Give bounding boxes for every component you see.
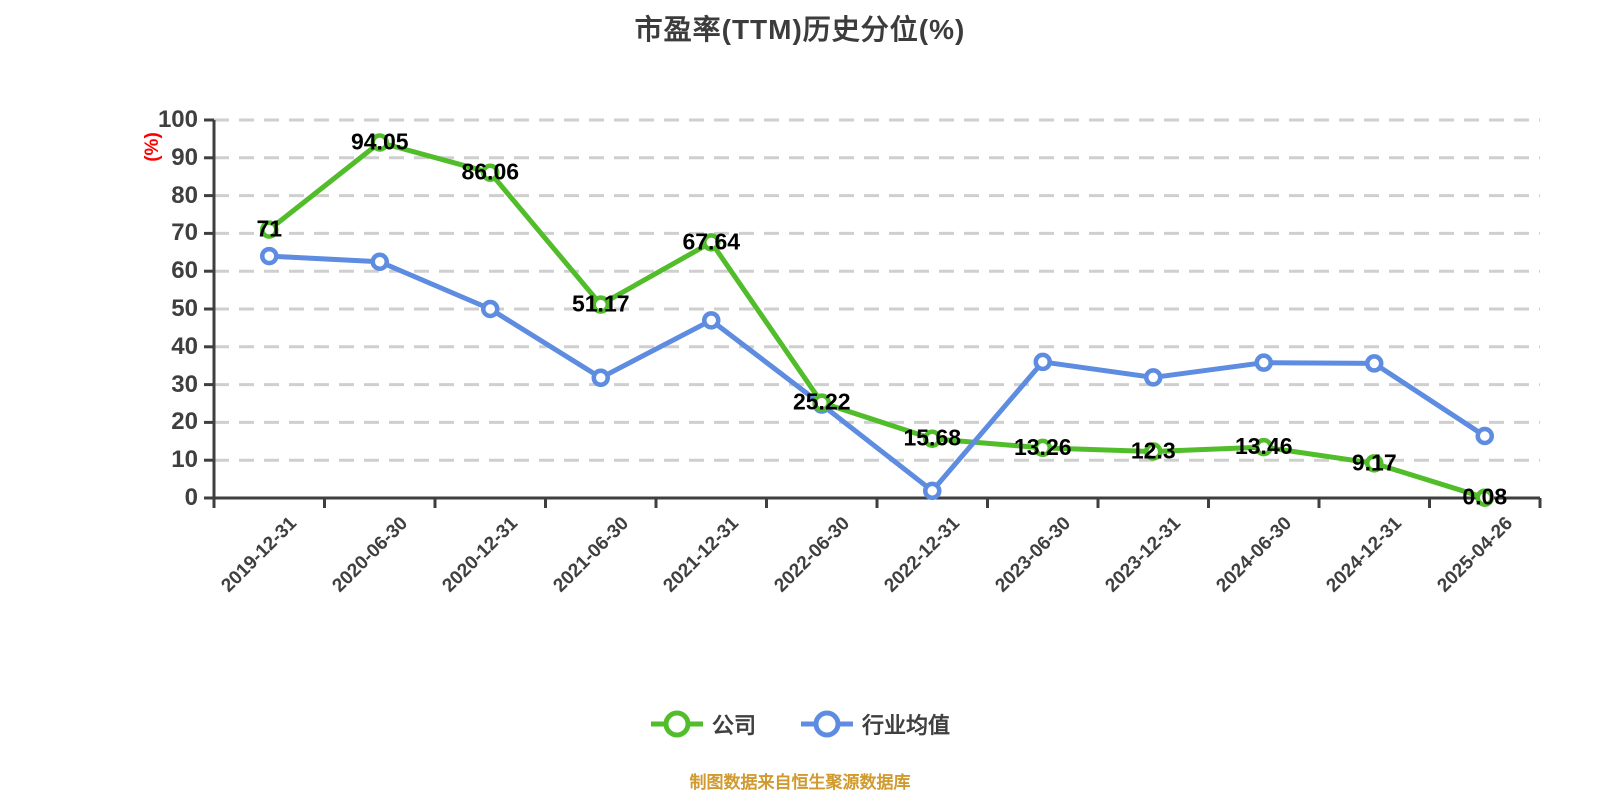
- data-point-公司[interactable]: [923, 429, 942, 448]
- legend-label: 公司: [711, 713, 756, 738]
- data-point-label: 15.68: [903, 425, 961, 451]
- legend-marker-icon: [801, 710, 853, 738]
- data-point-label: 86.06: [461, 159, 519, 185]
- data-point-行业均值[interactable]: [923, 481, 942, 501]
- data-point-行业均值[interactable]: [370, 252, 389, 271]
- data-point-行业均值[interactable]: [702, 311, 721, 330]
- data-point-label: 71: [256, 216, 282, 242]
- data-point-公司[interactable]: [702, 233, 721, 252]
- y-tick-label: 50: [171, 295, 198, 322]
- data-point-行业均值[interactable]: [1254, 353, 1273, 372]
- data-point-行业均值[interactable]: [1144, 368, 1163, 387]
- y-tick-label: 80: [171, 181, 198, 209]
- data-point-label: 9.17: [1352, 449, 1397, 475]
- data-point-公司[interactable]: [1144, 442, 1163, 461]
- data-point-行业均值[interactable]: [1365, 354, 1384, 373]
- legend-label: 行业均值: [862, 713, 951, 738]
- data-point-label: 25.22: [793, 389, 851, 415]
- data-point-公司[interactable]: [481, 163, 500, 182]
- data-point-公司[interactable]: [370, 133, 389, 152]
- chart-legend: 公司 行业均值: [0, 708, 1600, 740]
- y-tick-label: 10: [171, 446, 198, 474]
- data-point-label: 51.17: [572, 291, 630, 317]
- y-tick-label: 60: [171, 257, 198, 285]
- data-point-行业均值[interactable]: [260, 246, 279, 266]
- legend-marker-icon: [650, 710, 703, 738]
- y-tick-label: 70: [171, 219, 198, 247]
- y-tick-label: 20: [171, 408, 198, 436]
- data-point-label: 13.26: [1014, 434, 1072, 460]
- data-point-label: 67.64: [682, 228, 740, 254]
- data-point-label: 94.05: [351, 128, 409, 154]
- y-tick-label: 90: [171, 143, 198, 171]
- data-point-行业均值[interactable]: [481, 299, 500, 319]
- y-tick-label: 100: [157, 106, 198, 133]
- data-point-公司[interactable]: [1365, 454, 1384, 473]
- data-point-行业均值[interactable]: [591, 368, 610, 388]
- legend-item-公司[interactable]: 公司: [650, 708, 756, 740]
- series-line-行业均值: [266, 253, 1488, 494]
- data-point-公司[interactable]: [591, 295, 610, 314]
- y-tick-label: 0: [184, 484, 198, 511]
- data-point-label: 13.46: [1235, 433, 1293, 459]
- y-tick-label: 40: [171, 332, 198, 360]
- data-point-公司[interactable]: [1254, 437, 1273, 457]
- data-point-label: 12.3: [1131, 438, 1176, 464]
- data-point-label: 0.08: [1462, 484, 1507, 510]
- data-point-公司[interactable]: [1475, 488, 1494, 507]
- data-point-行业均值[interactable]: [1033, 352, 1052, 372]
- series-line-公司: [266, 139, 1488, 501]
- chart-title: 市盈率(TTM)历史分位(%): [634, 14, 966, 45]
- data-source-caption: 制图数据来自恒生聚源数据库: [689, 773, 911, 792]
- data-point-公司[interactable]: [812, 393, 831, 412]
- y-tick-label: 30: [171, 370, 198, 398]
- legend-item-行业均值[interactable]: 行业均值: [800, 708, 950, 740]
- data-point-公司[interactable]: [260, 220, 279, 239]
- data-point-行业均值[interactable]: [1475, 426, 1494, 446]
- data-point-公司[interactable]: [1033, 438, 1052, 458]
